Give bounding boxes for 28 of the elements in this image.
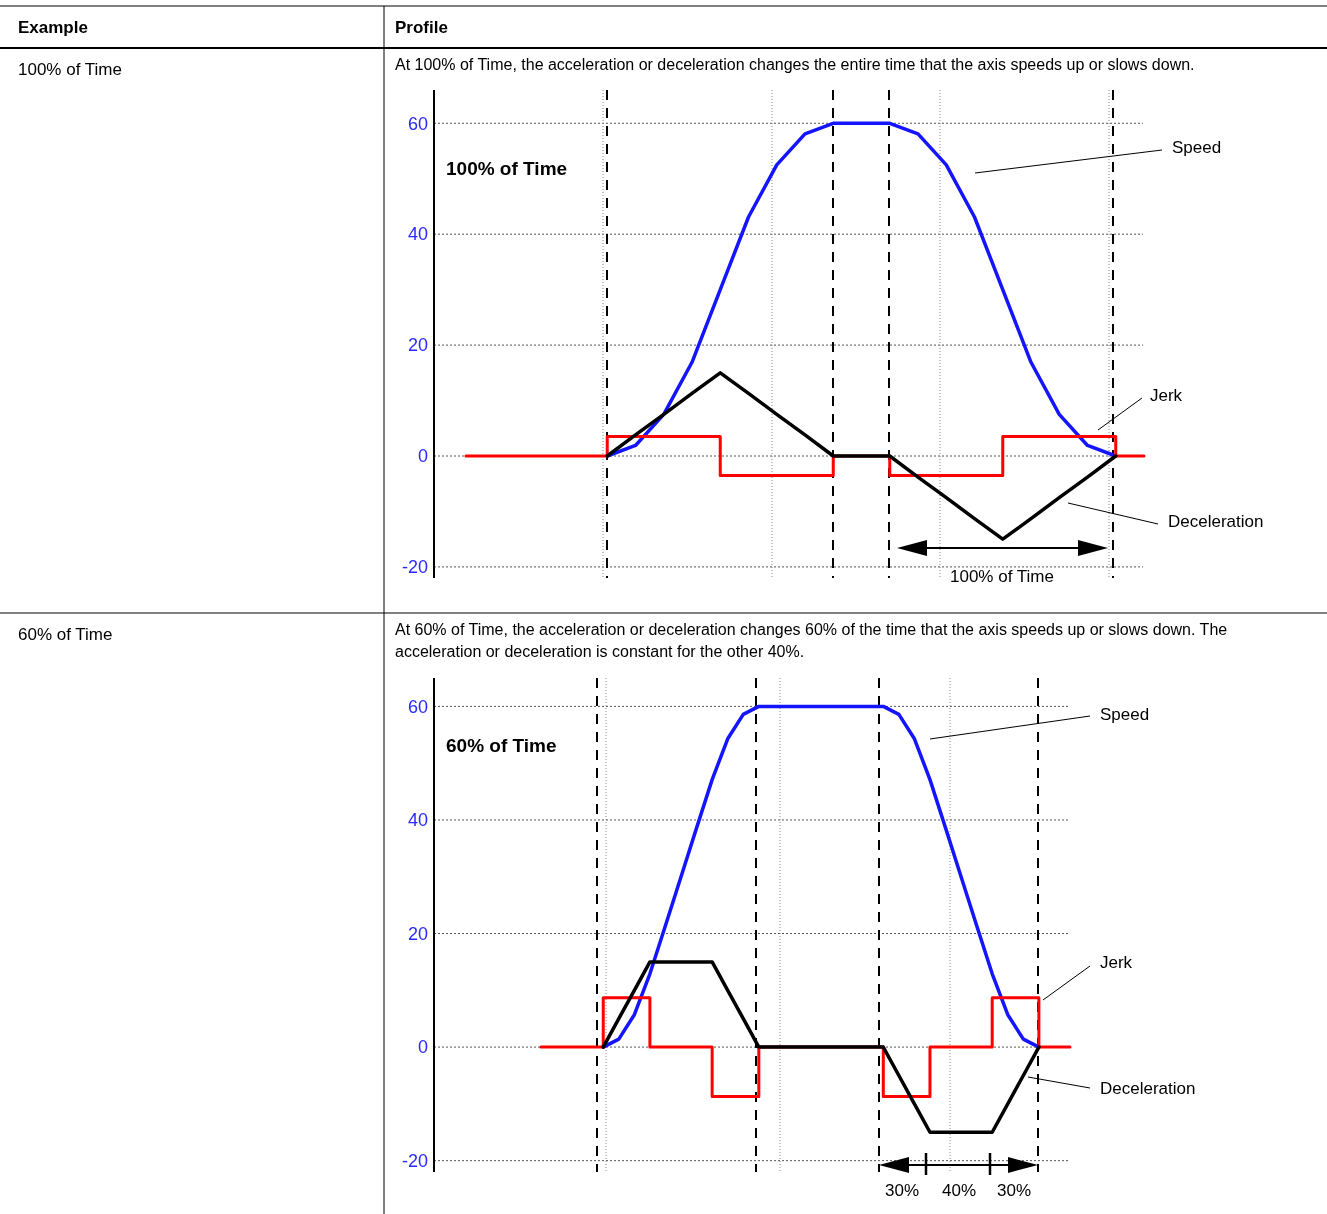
y-tick-label: 40 [407,224,428,245]
y-tick-label: 20 [407,335,428,356]
y-tick-label: 0 [417,446,428,467]
y-tick-label: 0 [417,1037,428,1058]
text: 60% of Time [18,625,113,644]
y-tick-label: 40 [407,810,428,831]
text: Speed [1172,138,1222,157]
annotation: 60% of Time [446,735,557,756]
text: 30% [997,1181,1032,1200]
y-tick-label: -20 [401,1150,428,1171]
y-tick-label: 60 [407,696,428,717]
text: Deceleration [1168,512,1264,531]
y-tick-label: 60 [407,113,428,134]
y-tick-label: 20 [407,923,428,944]
annotation: 100% of Time [446,158,568,179]
annotation: 100% of Time [950,567,1054,586]
text: Example [18,18,88,37]
text: 40% [942,1181,977,1200]
legend-label: Deceleration [1100,1079,1196,1098]
text: Jerk [1100,953,1133,972]
y-tick-label: -20 [401,557,428,578]
text: Speed [1100,705,1150,724]
text: Profile [395,18,448,37]
text: Jerk [1150,386,1183,405]
chart-title: At 100% of Time, the acceleration or deceleration changes the entire time that the axis speeds up or slows down. [395,55,1196,75]
chart-title: At 60% of Time, the acceleration or deceleration changes 60% of the time that the axis speeds up or slows down. The acceleration or deceleration is constant for the other 40%. [395,620,1229,662]
text: 30% [885,1181,920,1200]
text: 100% of Time [18,60,122,79]
